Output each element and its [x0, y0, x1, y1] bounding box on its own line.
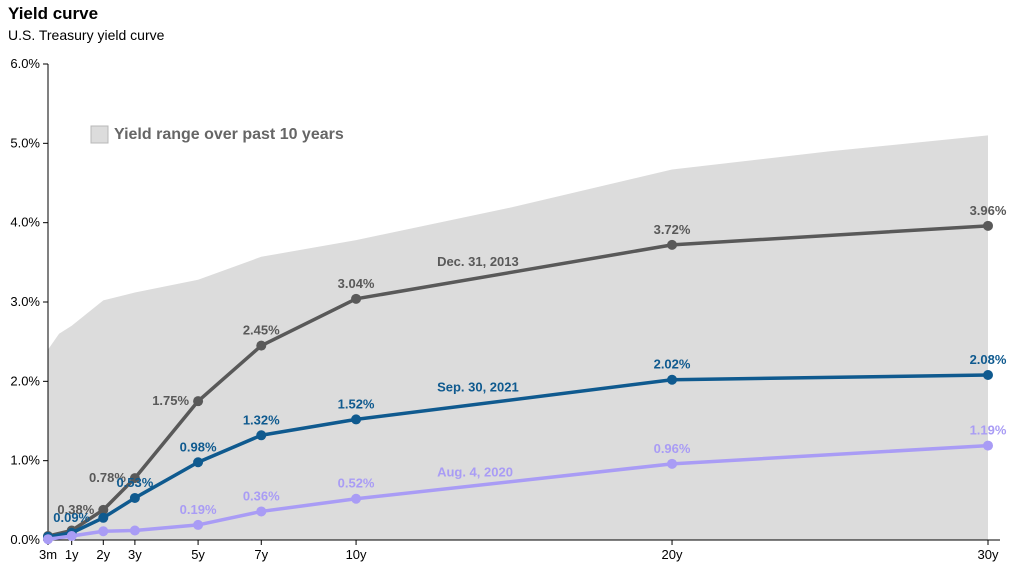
x-tick-label: 5y — [191, 547, 205, 562]
y-tick-label: 3.0% — [10, 294, 40, 309]
data-point — [43, 534, 53, 545]
data-label: 1.32% — [243, 412, 280, 427]
data-point — [983, 220, 993, 231]
data-point — [667, 239, 678, 250]
x-tick-label: 3m — [39, 547, 57, 562]
data-point — [129, 492, 140, 503]
data-label: 0.98% — [180, 439, 217, 454]
data-point — [256, 430, 267, 441]
y-tick-label: 5.0% — [10, 135, 40, 150]
x-tick-label: 1y — [65, 547, 79, 562]
legend-swatch — [90, 125, 109, 144]
data-label: 0.19% — [180, 502, 217, 517]
data-point — [193, 457, 204, 468]
legend-label: Yield range over past 10 years — [114, 126, 344, 143]
series-name-label: Dec. 31, 2013 — [437, 254, 519, 269]
data-label: 2.02% — [654, 357, 691, 372]
data-point — [351, 493, 362, 504]
series-name-label: Aug. 4, 2020 — [437, 465, 513, 480]
y-tick-label: 0.0% — [10, 532, 40, 547]
x-tick-label: 2y — [96, 547, 110, 562]
y-tick-label: 6.0% — [10, 56, 40, 71]
data-point — [98, 504, 109, 515]
data-point — [98, 526, 109, 537]
data-label: 0.53% — [116, 475, 153, 490]
x-tick-label: 7y — [254, 547, 268, 562]
data-label: 0.78% — [89, 470, 126, 485]
data-point — [129, 473, 140, 484]
y-tick-label: 4.0% — [10, 215, 40, 230]
data-label: 3.04% — [338, 276, 375, 291]
data-label: 1.75% — [152, 393, 189, 408]
data-label: 2.08% — [970, 352, 1007, 367]
data-point — [66, 531, 77, 542]
chart-subtitle: U.S. Treasury yield curve — [8, 27, 165, 43]
x-tick-label: 3y — [128, 547, 142, 562]
data-label: 1.19% — [970, 423, 1007, 438]
y-tick-label: 1.0% — [10, 453, 40, 468]
data-point — [351, 414, 362, 425]
data-point — [98, 512, 109, 523]
data-label: 3.96% — [970, 203, 1007, 218]
data-label: 3.72% — [654, 222, 691, 237]
data-label: 0.96% — [654, 441, 691, 456]
yield-range-band — [48, 135, 988, 540]
data-point — [983, 440, 993, 451]
x-tick-label: 20y — [662, 547, 683, 562]
data-point — [983, 369, 993, 380]
chart-title: Yield curve — [8, 4, 99, 23]
data-point — [193, 396, 204, 407]
data-point — [667, 374, 678, 385]
x-tick-label: 30y — [978, 547, 999, 562]
data-label: 0.52% — [338, 476, 375, 491]
data-point — [256, 340, 267, 351]
data-label: 0.38% — [57, 502, 94, 517]
series-name-label: Sep. 30, 2021 — [437, 379, 519, 394]
data-point — [667, 458, 678, 469]
data-point — [256, 506, 267, 517]
data-label: 0.36% — [243, 488, 280, 503]
data-label: 2.45% — [243, 323, 280, 338]
data-label: 1.52% — [338, 396, 375, 411]
data-point — [351, 293, 362, 304]
y-tick-label: 2.0% — [10, 373, 40, 388]
data-label: 0.09% — [53, 510, 90, 525]
data-point — [129, 525, 140, 536]
x-tick-label: 10y — [346, 547, 367, 562]
data-point — [193, 519, 204, 530]
